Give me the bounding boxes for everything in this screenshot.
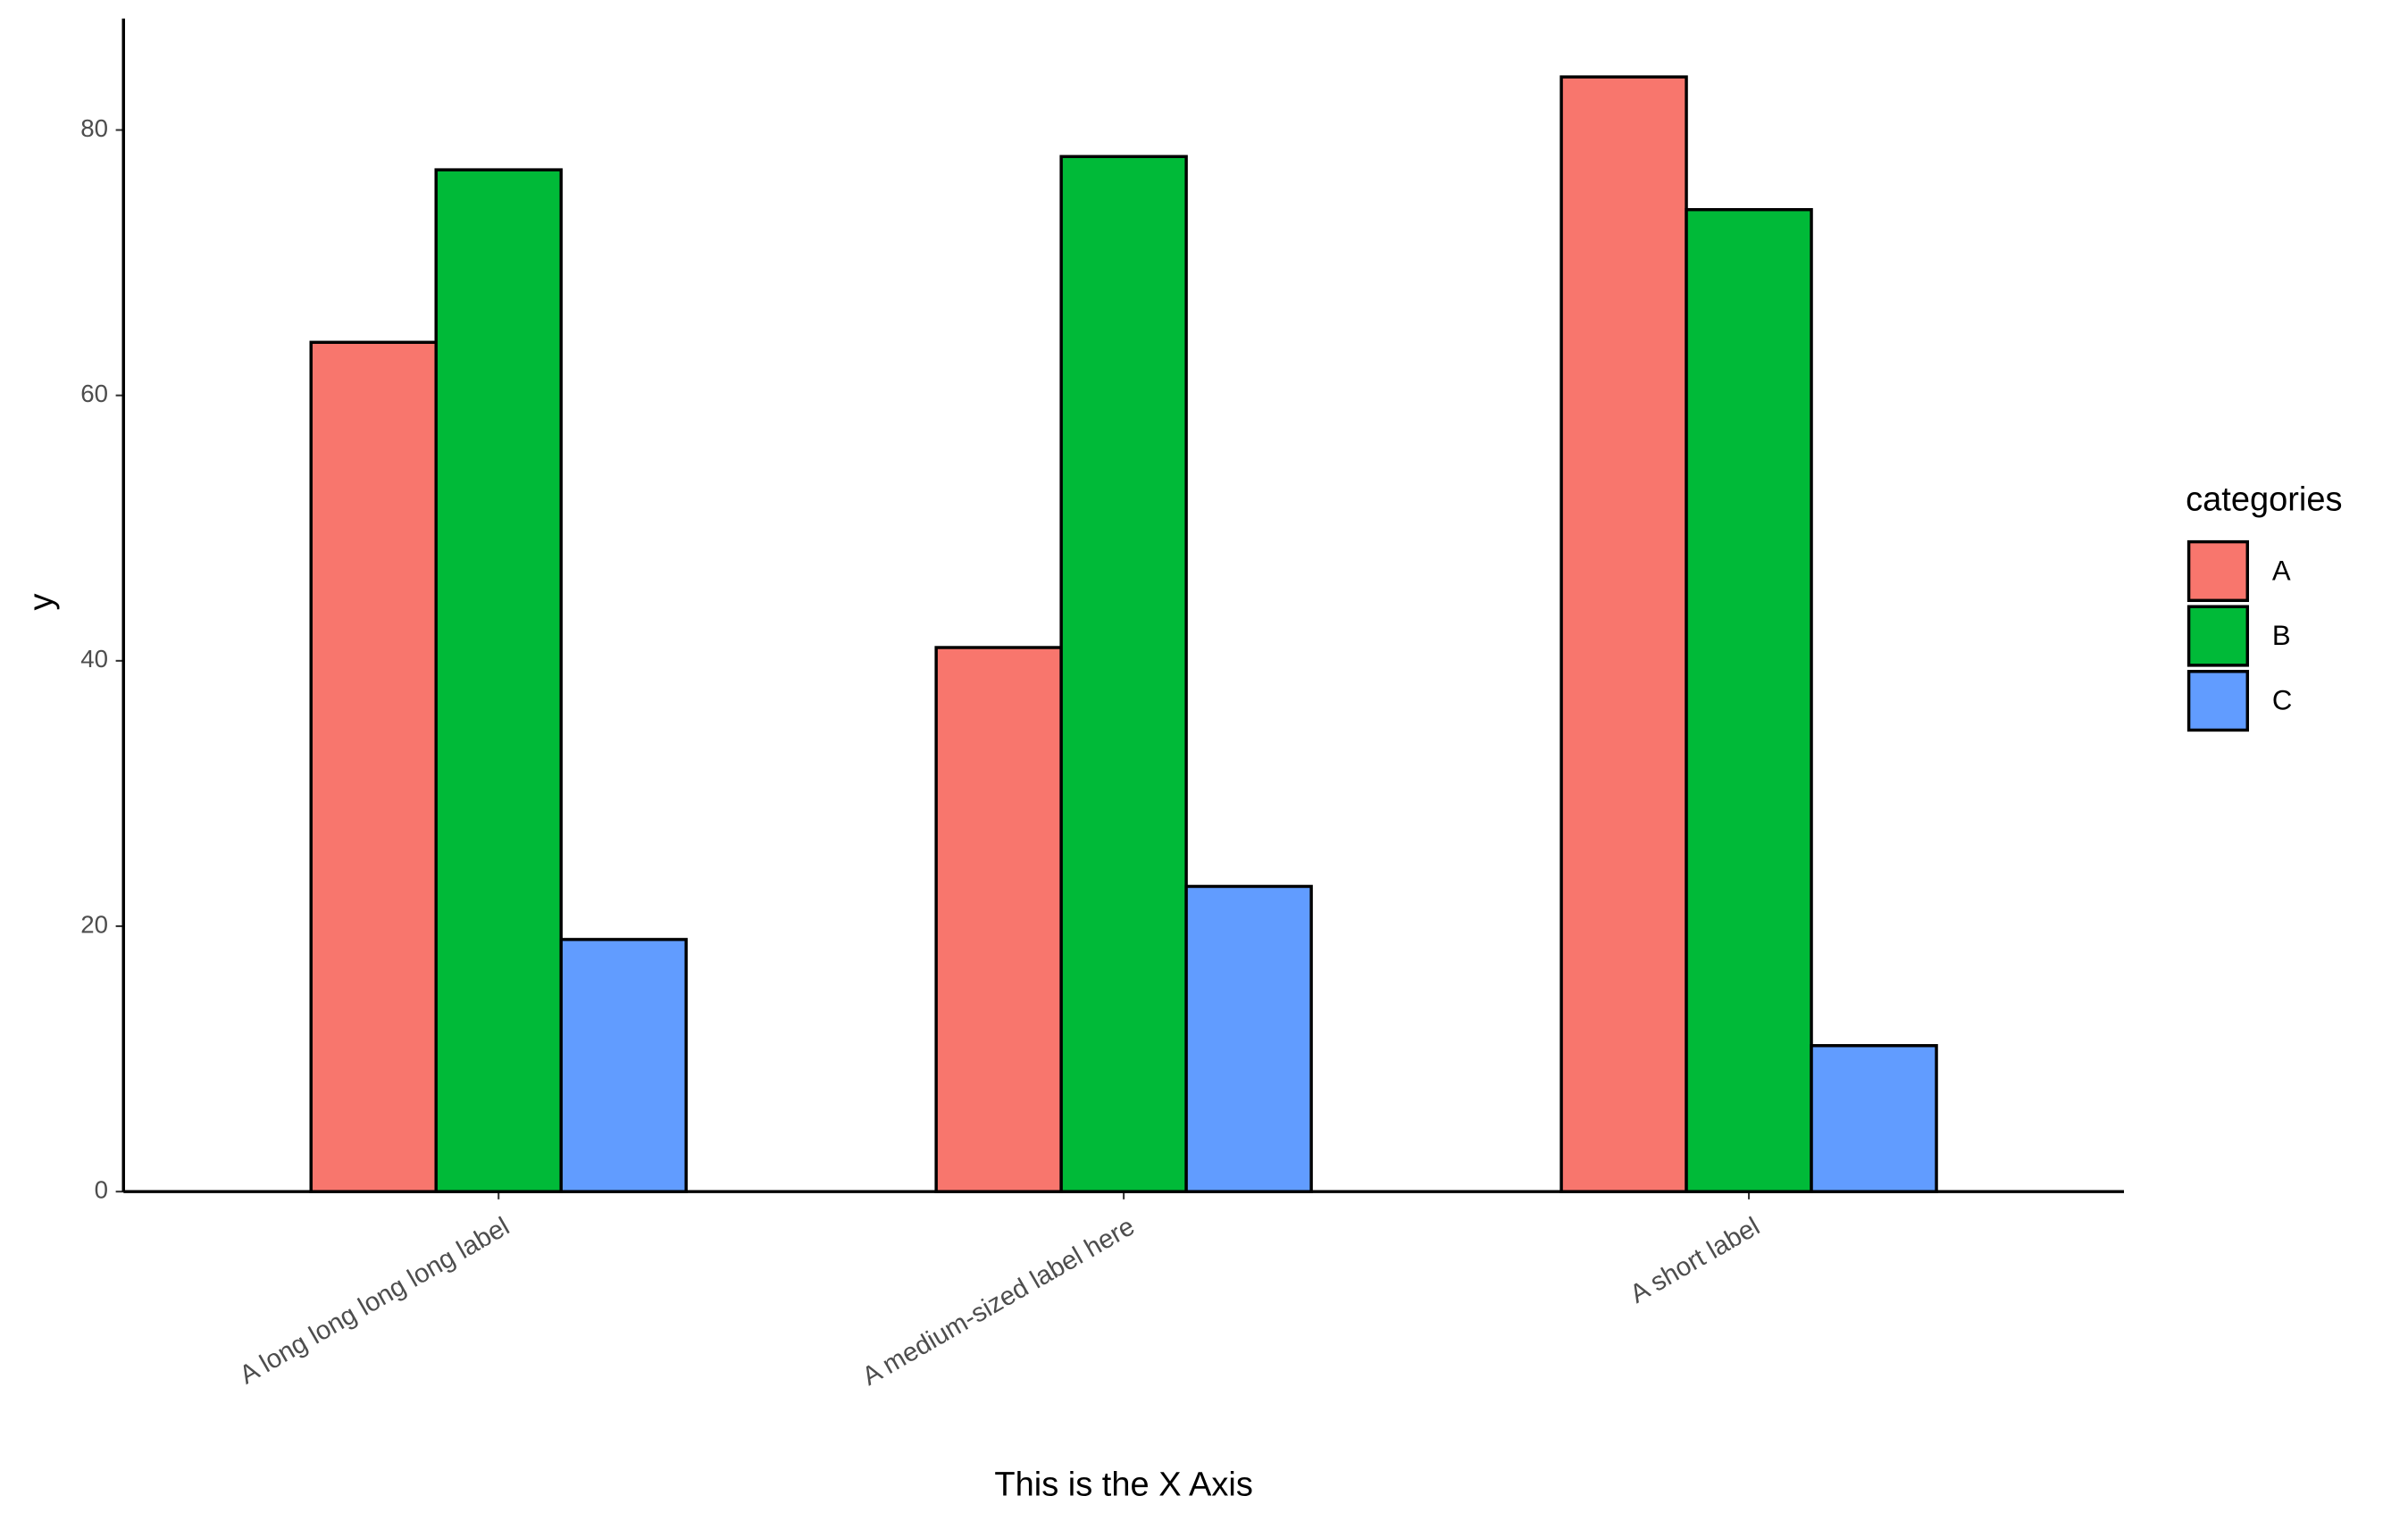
- y-tick-label: 60: [80, 380, 108, 407]
- legend-label: C: [2272, 685, 2292, 716]
- y-tick-label: 80: [80, 114, 108, 142]
- x-axis-title: This is the X Axis: [994, 1466, 1252, 1503]
- bar: [1184, 884, 1313, 1193]
- legend-title: categories: [2186, 481, 2342, 519]
- bar: [309, 340, 438, 1193]
- legend-key: [2186, 539, 2249, 603]
- x-tick-label: A short label: [1625, 1211, 1764, 1308]
- bar: [934, 646, 1063, 1193]
- bar: [1059, 155, 1188, 1193]
- x-tick-label: A long long long long label: [235, 1211, 514, 1390]
- y-axis-title: y: [22, 594, 60, 611]
- x-tick-label: A medium-sized label here: [857, 1211, 1140, 1391]
- legend-key: [2186, 605, 2249, 667]
- bar: [1685, 207, 1813, 1193]
- y-tick-label: 40: [80, 645, 108, 673]
- legend-label: B: [2272, 620, 2291, 651]
- y-tick-label: 0: [95, 1175, 108, 1203]
- bar: [559, 938, 688, 1193]
- bar: [1559, 75, 1688, 1193]
- bar: [434, 168, 563, 1193]
- legend-label: A: [2272, 555, 2291, 586]
- legend-key: [2186, 670, 2249, 732]
- bar: [1810, 1044, 1938, 1193]
- y-tick-label: 20: [80, 910, 108, 938]
